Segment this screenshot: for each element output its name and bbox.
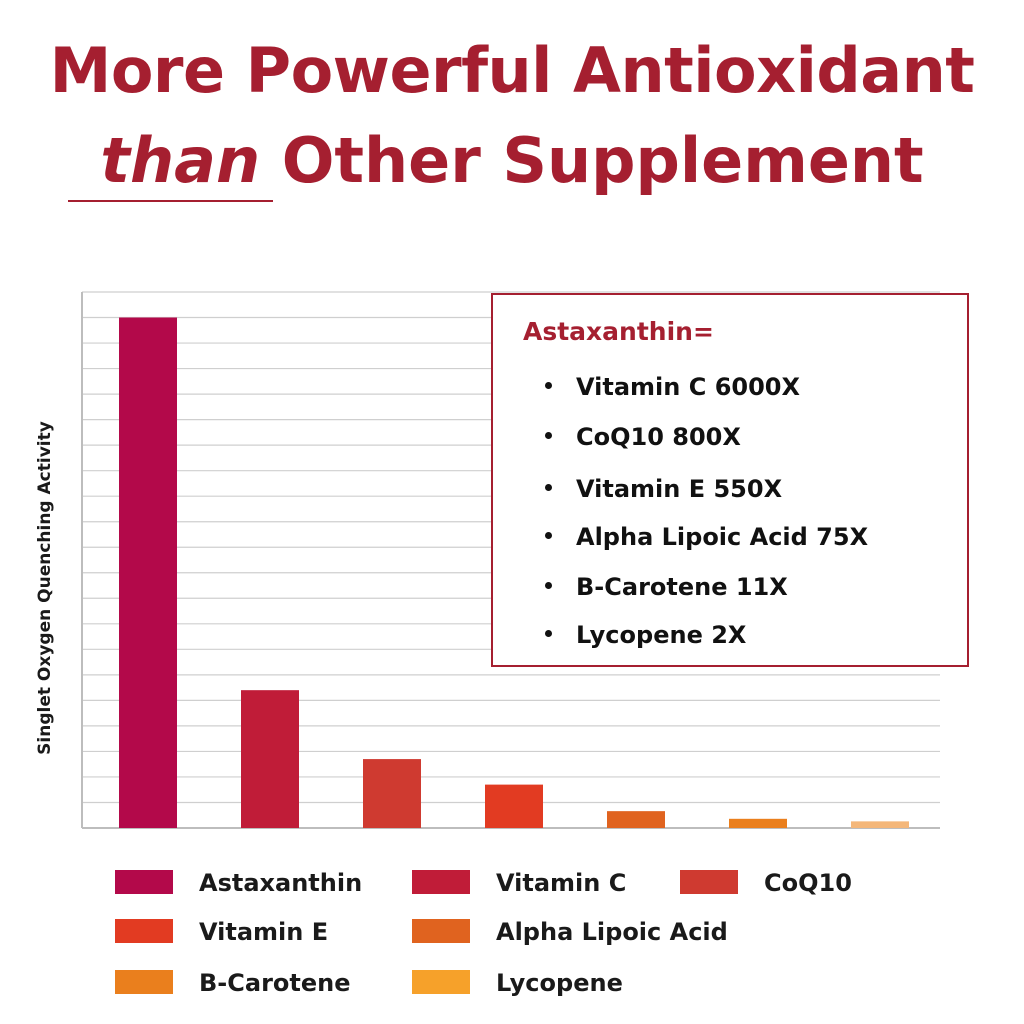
bullet-icon bbox=[545, 629, 552, 637]
page-title: More Powerful Antioxidant bbox=[49, 34, 975, 107]
callout-item: Alpha Lipoic Acid 75X bbox=[545, 523, 868, 551]
page-subtitle: than Other Supplement bbox=[0, 130, 1024, 192]
bar-vitamin-e bbox=[485, 784, 543, 828]
legend-label: B-Carotene bbox=[199, 969, 351, 997]
subtitle-rest: Other Supplement bbox=[281, 124, 924, 197]
legend-label: Astaxanthin bbox=[199, 869, 363, 897]
callout-item-text: Lycopene 2X bbox=[576, 621, 747, 649]
callout-item-text: Alpha Lipoic Acid 75X bbox=[576, 523, 869, 551]
bullet-icon bbox=[545, 531, 552, 539]
legend-swatch bbox=[115, 970, 173, 994]
callout-item: Vitamin C 6000X bbox=[545, 373, 800, 401]
bar-lycopene bbox=[851, 821, 909, 828]
legend-label: Lycopene bbox=[496, 969, 623, 997]
subtitle-emphasis: than bbox=[100, 124, 261, 197]
legend-label: CoQ10 bbox=[764, 869, 852, 897]
bar-b-carotene bbox=[729, 818, 787, 828]
callout-item: B-Carotene 11X bbox=[545, 573, 788, 601]
callout-item-text: Vitamin E 550X bbox=[576, 475, 783, 503]
legend-swatch bbox=[115, 919, 173, 943]
callout-item-text: B-Carotene 11X bbox=[576, 573, 788, 601]
bullet-icon bbox=[545, 581, 552, 589]
legend-swatch bbox=[412, 870, 470, 894]
bar-alpha-lipoic-acid bbox=[607, 811, 665, 828]
callout-item-text: CoQ10 800X bbox=[576, 423, 741, 451]
callout-heading: Astaxanthin= bbox=[523, 317, 714, 346]
legend-label: Vitamin E bbox=[199, 918, 329, 946]
legend-swatch bbox=[115, 870, 173, 894]
title-underline bbox=[68, 200, 273, 202]
callout-item: Lycopene 2X bbox=[545, 621, 746, 649]
bullet-icon bbox=[545, 483, 552, 491]
legend-swatch bbox=[680, 870, 738, 894]
legend-label: Alpha Lipoic Acid bbox=[496, 918, 728, 946]
callout-item: Vitamin E 550X bbox=[545, 475, 782, 503]
comparison-callout-box: Astaxanthin= Vitamin C 6000X CoQ10 800X … bbox=[491, 293, 969, 667]
bar-coq10 bbox=[363, 759, 421, 828]
legend-swatch bbox=[412, 970, 470, 994]
bullet-icon bbox=[545, 431, 552, 439]
bar-astaxanthin bbox=[119, 317, 177, 828]
legend-swatch bbox=[412, 919, 470, 943]
callout-item: CoQ10 800X bbox=[545, 423, 741, 451]
bar-vitamin-c bbox=[241, 690, 299, 828]
bullet-icon bbox=[545, 381, 552, 389]
callout-item-text: Vitamin C 6000X bbox=[576, 373, 800, 401]
legend-label: Vitamin C bbox=[496, 869, 627, 897]
y-axis-label: Singlet Oxygen Quenching Activity bbox=[35, 421, 55, 755]
